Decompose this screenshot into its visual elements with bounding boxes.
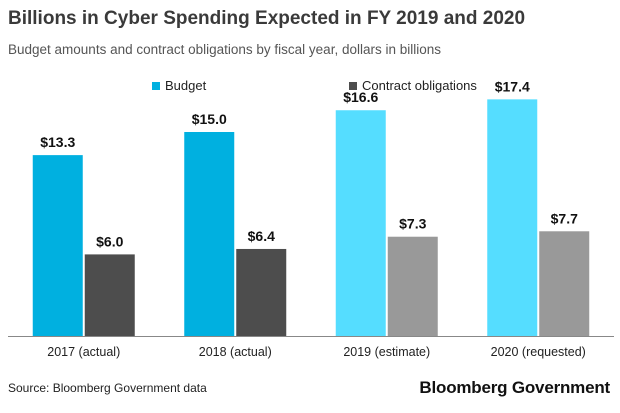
bloomberg-government-logo: Bloomberg Government: [419, 378, 610, 397]
data-label-contract-obligations-2: $6.4: [248, 228, 275, 244]
legend-item-budget: Budget: [152, 78, 206, 93]
bar-budget-4: [487, 99, 538, 336]
legend-swatch-contract-obligations: [349, 81, 357, 90]
bar-contract-obligations-1: [84, 254, 135, 336]
legend-label-contract-obligations: Contract obligations: [362, 78, 477, 93]
chart-title: Billions in Cyber Spending Expected in F…: [8, 8, 526, 29]
x-tick-label-4: 2020 (requested): [491, 345, 586, 359]
bar-contract-obligations-2: [236, 248, 287, 336]
data-label-budget-4: $17.4: [495, 78, 530, 94]
data-label-budget-3: $16.6: [343, 89, 378, 105]
legend-swatch-budget: [152, 81, 160, 90]
bar-budget-1: [32, 155, 83, 336]
x-tick-label-3: 2019 (estimate): [343, 345, 430, 359]
data-label-budget-2: $15.0: [192, 111, 227, 127]
x-tick-label-1: 2017 (actual): [47, 345, 120, 359]
source-note: Source: Bloomberg Government data: [8, 381, 207, 395]
data-label-contract-obligations-1: $6.0: [96, 233, 123, 249]
bar-contract-obligations-3: [387, 236, 438, 336]
bar-contract-obligations-4: [539, 231, 590, 336]
data-label-contract-obligations-4: $7.7: [551, 210, 578, 226]
data-label-budget-1: $13.3: [40, 134, 75, 150]
bar-budget-3: [335, 110, 386, 337]
data-label-contract-obligations-3: $7.3: [399, 216, 426, 232]
legend-label-budget: Budget: [165, 78, 207, 93]
bar-budget-2: [184, 132, 235, 336]
chart-subtitle: Budget amounts and contract obligations …: [8, 42, 441, 57]
x-tick-label-2: 2018 (actual): [199, 345, 272, 359]
legend-item-contract-obligations: Contract obligations: [349, 78, 477, 93]
